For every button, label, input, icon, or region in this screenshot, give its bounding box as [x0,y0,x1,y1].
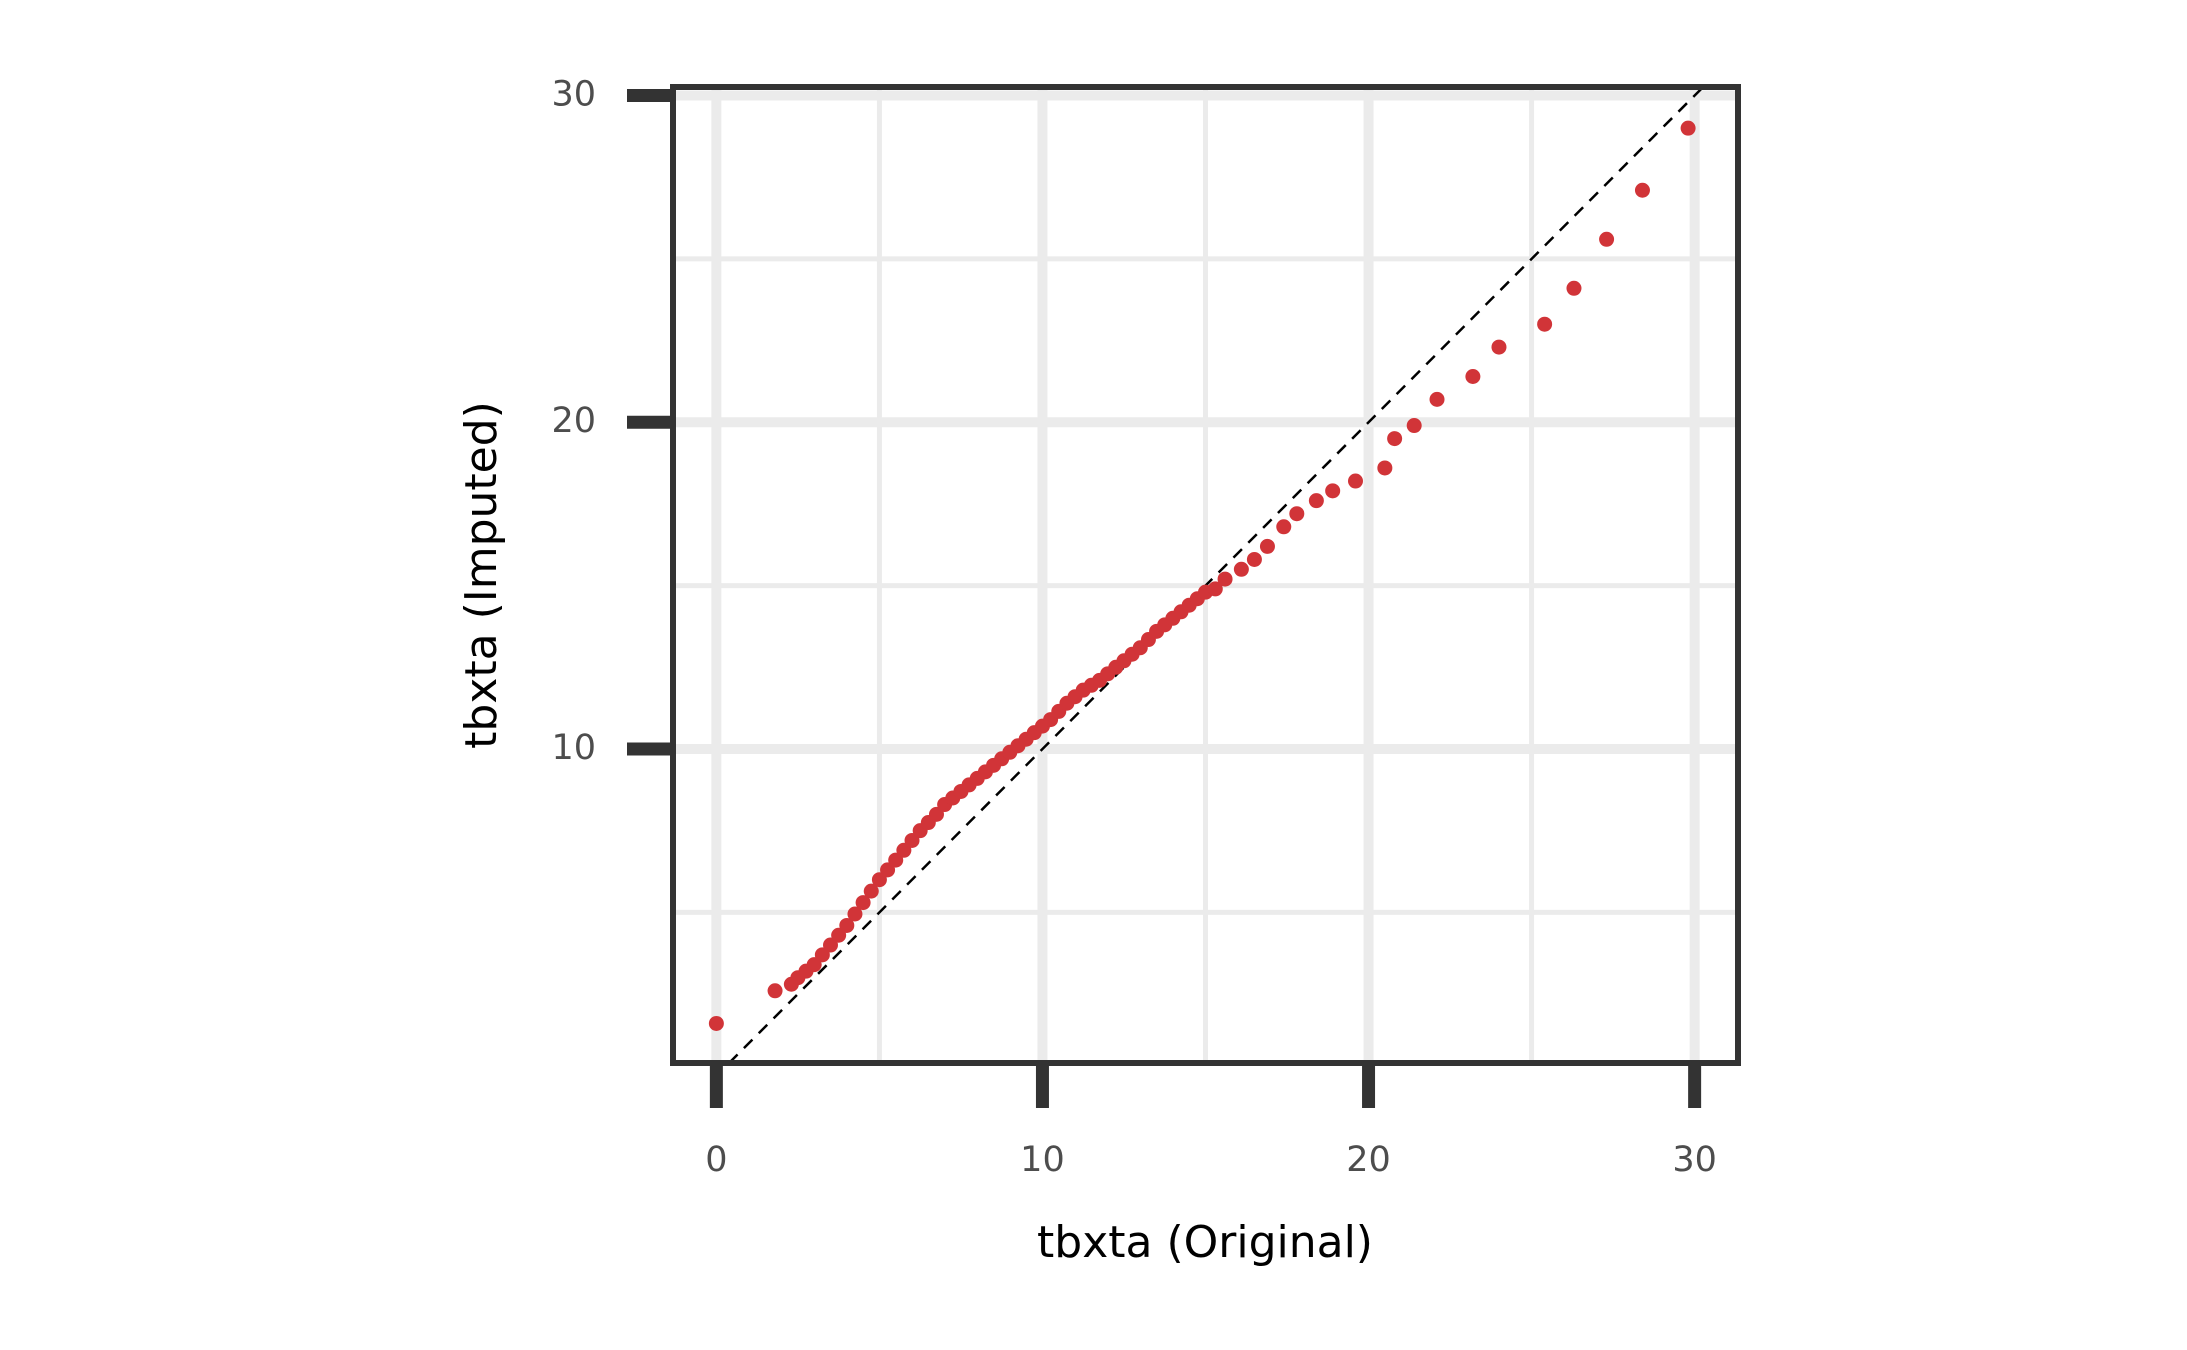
point [767,983,783,999]
x-tick-label: 30 [1672,1140,1717,1180]
point [1246,551,1262,567]
point [1377,460,1393,476]
point [708,1015,724,1031]
x-tick-label: 0 [705,1140,727,1180]
point [1406,418,1422,434]
reference-line [728,86,1704,1064]
point [1308,493,1324,509]
point [855,895,871,911]
point [1276,519,1292,535]
y-axis-title: tbxta (Imputed) [456,401,507,749]
point [1387,431,1403,447]
point [1348,473,1363,489]
x-tick-label: 10 [1020,1140,1065,1180]
x-axis-title: tbxta (Original) [1037,1217,1373,1268]
point [1325,483,1341,499]
point [839,917,855,933]
point [1491,339,1507,355]
point [1566,280,1582,296]
point [1207,581,1223,597]
y-tick-label: 30 [551,74,596,114]
point [1634,182,1650,198]
point [847,906,863,922]
panel-border [670,84,1741,1066]
point [1233,561,1249,577]
point [1429,391,1445,407]
y-tick-label: 20 [551,401,596,441]
point [1217,571,1233,587]
point [1259,538,1275,554]
point [1537,316,1553,332]
point [1465,368,1481,384]
point [863,883,879,899]
point [1289,506,1305,522]
y-tick-label: 10 [551,728,596,768]
point [1599,231,1615,247]
point [1680,120,1696,136]
x-tick-label: 20 [1346,1140,1391,1180]
